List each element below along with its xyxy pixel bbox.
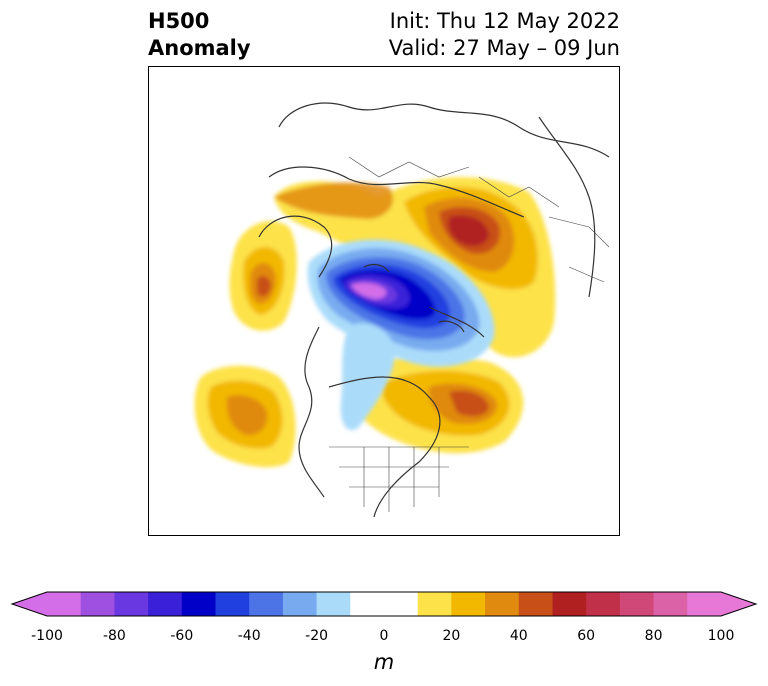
colorbar-segment	[249, 592, 284, 616]
colorbar-segment	[316, 592, 351, 616]
negative-anomaly-arctic	[307, 239, 495, 431]
colorbar-segment	[687, 592, 722, 616]
colorbar-segment	[485, 592, 520, 616]
colorbar-segment	[653, 592, 688, 616]
forecast-info: Init: Thu 12 May 2022 Valid: 27 May – 09…	[389, 8, 620, 62]
colorbar	[10, 591, 758, 617]
colorbar-tick-label: 80	[644, 628, 663, 644]
colorbar-tick-label: 40	[509, 628, 528, 644]
colorbar-outline	[10, 591, 758, 617]
colorbar-unit: m	[373, 650, 395, 674]
colorbar-tick-label: -20	[305, 628, 329, 644]
colorbar-segment	[384, 592, 419, 616]
colorbar-tick-label: 60	[577, 628, 596, 644]
colorbar-segment	[148, 592, 183, 616]
colorbar-segment	[518, 592, 553, 616]
colorbar-segment	[47, 592, 82, 616]
colorbar-extend-min	[12, 592, 47, 616]
colorbar-segment	[552, 592, 587, 616]
colorbar-tick-label: 20	[442, 628, 461, 644]
colorbar-segment	[451, 592, 486, 616]
colorbar-tick-label: 0	[379, 628, 389, 644]
title-type: Anomaly	[148, 36, 251, 60]
colorbar-segment	[114, 592, 149, 616]
colorbar-segment	[350, 592, 385, 616]
colorbar-segment	[586, 592, 621, 616]
colorbar-segment	[215, 592, 250, 616]
colorbar-segment	[282, 592, 318, 616]
colorbar-segment	[619, 592, 655, 616]
colorbar-tick-label: -60	[170, 628, 194, 644]
title-variable: H500	[148, 9, 210, 33]
colorbar-extend-max	[721, 592, 756, 616]
colorbar-tick-label: -40	[237, 628, 261, 644]
political-borders	[329, 156, 610, 512]
colorbar-tick-label: 100	[707, 628, 735, 644]
colorbar-segment	[80, 592, 115, 616]
map-svg	[194, 102, 610, 518]
colorbar-segment	[417, 592, 452, 616]
anomaly-map	[148, 66, 620, 536]
valid-period: Valid: 27 May – 09 Jun	[388, 36, 620, 60]
coastlines	[258, 102, 610, 518]
map-title: H500 Anomaly	[148, 8, 251, 62]
colorbar-segment	[181, 592, 216, 616]
colorbar-tick-label: -100	[31, 628, 63, 644]
init-time: Init: Thu 12 May 2022	[389, 9, 620, 33]
colorbar-tick-label: -80	[102, 628, 126, 644]
positive-anomaly-pacific	[194, 365, 296, 468]
